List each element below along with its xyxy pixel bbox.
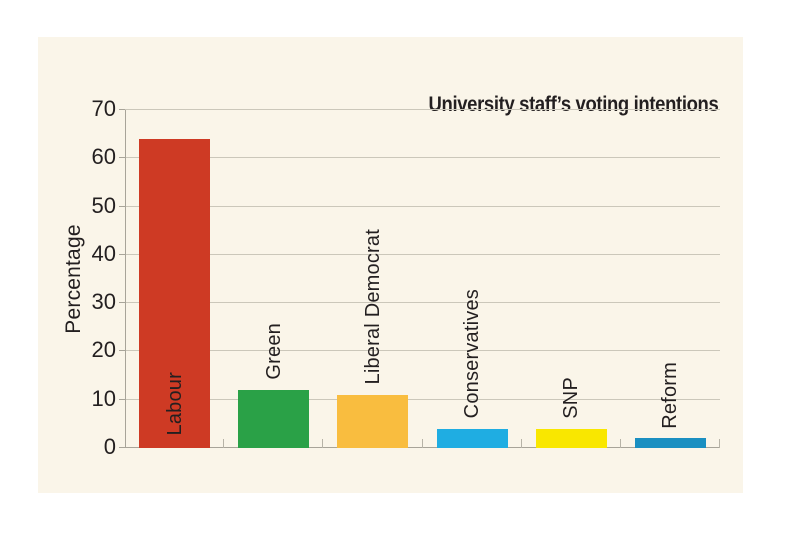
bar-label-snp: SNP [560, 376, 583, 419]
y-tick-mark-30 [119, 302, 125, 304]
y-tick-mark-60 [119, 157, 125, 159]
y-tick-label-30: 30 [91, 289, 116, 315]
y-tick-label-40: 40 [91, 240, 116, 266]
x-tick-2 [322, 439, 323, 448]
chart-title: University staff’s voting intentions [428, 93, 718, 116]
gridline-40 [125, 253, 720, 255]
y-tick-mark-20 [119, 350, 125, 352]
x-tick-6 [719, 439, 720, 448]
gridline-60 [125, 157, 720, 159]
bar-liberal-democrat [337, 394, 409, 448]
x-tick-3 [422, 439, 423, 448]
y-tick-label-10: 10 [91, 385, 116, 411]
gridline-70 [125, 109, 720, 110]
bar-reform [634, 438, 706, 448]
y-tick-mark-40 [119, 253, 125, 255]
x-tick-4 [521, 439, 522, 448]
y-tick-mark-50 [119, 205, 125, 207]
gridline-30 [125, 302, 720, 304]
y-axis-label: Percentage [62, 224, 85, 334]
plot-area: 0 10 20 30 40 50 60 70 Labour Green Liberal Democr… [92, 98, 720, 458]
y-tick-label-20: 20 [91, 337, 116, 363]
y-tick-label-50: 50 [91, 192, 116, 218]
chart-panel: University staff’s voting intentions Per… [38, 37, 743, 493]
y-tick-label-0: 0 [103, 434, 116, 459]
y-axis-line [125, 110, 126, 448]
bar-label-conservatives: Conservatives [461, 289, 484, 419]
bar-labour [139, 138, 211, 448]
y-tick-mark-10 [119, 398, 125, 400]
bar-label-reform: Reform [659, 361, 682, 429]
bar-snp [535, 428, 607, 448]
bar-label-green: Green [262, 323, 285, 381]
gridline-10 [125, 398, 720, 400]
y-tick-label-70: 70 [91, 96, 116, 121]
bar-conservatives [436, 428, 508, 448]
bar-label-liberal-democrat: Liberal Democrat [361, 229, 384, 385]
bar-green [238, 390, 310, 448]
y-tick-mark-0 [119, 447, 125, 448]
gridline-20 [125, 350, 720, 352]
y-tick-label-60: 60 [91, 144, 116, 170]
bar-label-labour: Labour [163, 371, 186, 435]
x-tick-1 [223, 439, 224, 448]
y-tick-mark-70 [119, 109, 125, 110]
gridline-50 [125, 205, 720, 207]
x-tick-5 [620, 439, 621, 448]
